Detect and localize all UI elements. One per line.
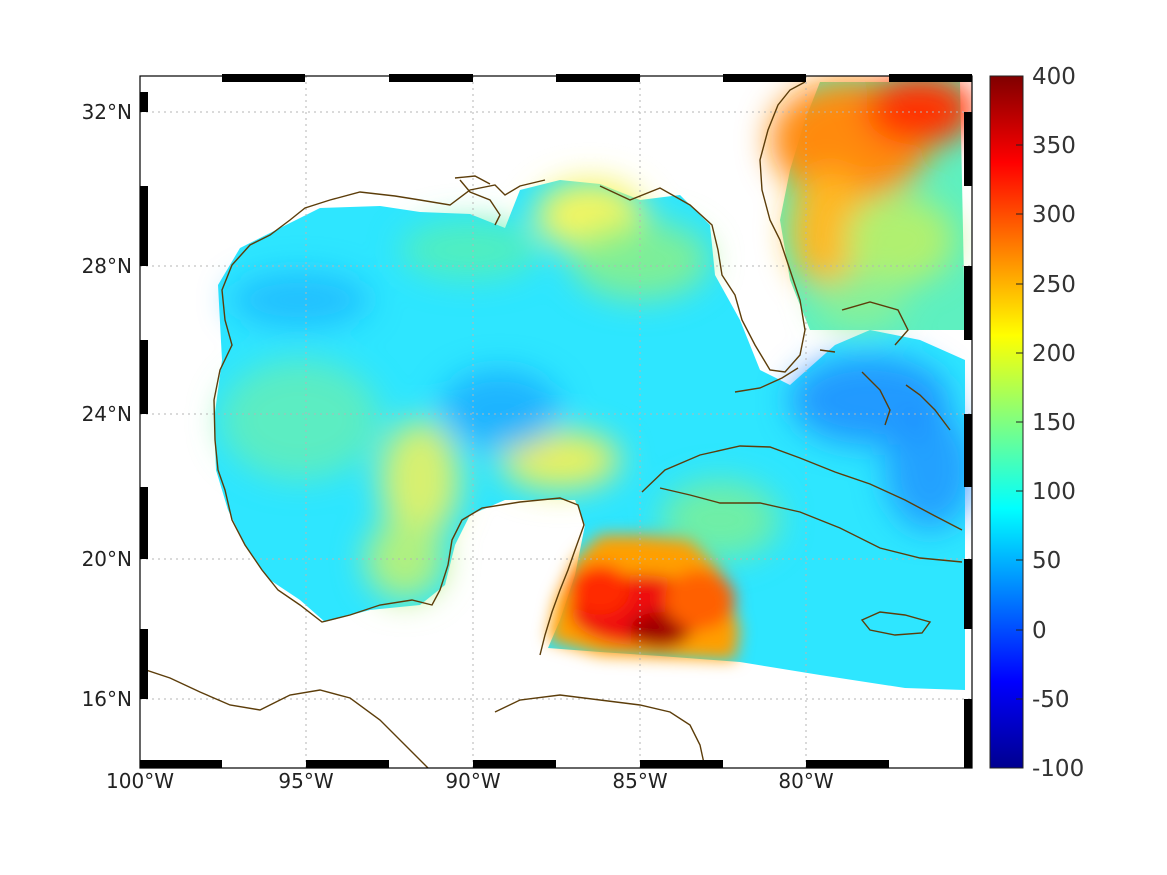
colorbar-tick-label: 100 [1032,479,1076,505]
frame-bottom [140,760,889,768]
colorbar-tick-label: 50 [1032,548,1061,574]
caribbean-hotspot [548,535,740,660]
frame-left [140,92,148,699]
colorbar-tick-label: 300 [1032,202,1076,228]
colorbar-tick-label: -100 [1032,756,1084,782]
colorbar-tick-label: 200 [1032,341,1076,367]
lat-tick-label: 24°N [82,402,132,426]
lat-tick-label: 28°N [82,254,132,278]
frame-right [964,112,972,768]
colorbar-tick-label: 400 [1032,64,1076,90]
frame-top [222,74,972,82]
coastlines [140,81,963,768]
central-america-coast [140,667,429,768]
lat-tick-label: 20°N [82,547,132,571]
field-blobs [220,76,972,600]
colorbar-tick-label: 150 [1032,410,1076,436]
data-field [214,76,972,690]
lon-tick-label: 95°W [278,769,333,793]
lat-tick-label: 16°N [82,687,132,711]
colorbar: 400 350 300 250 200 150 100 50 0 -50 -10… [989,64,1084,782]
colorbar-tick-label: -50 [1032,687,1070,713]
honduras-coast [494,694,706,768]
lon-tick-label: 100°W [106,769,174,793]
lon-tick-label: 90°W [445,769,500,793]
florida-keys [734,367,799,393]
gulf-coast-florida [599,81,806,373]
lat-tick-labels: 32°N 28°N 24°N 20°N 16°N [82,100,132,711]
colorbar-tick-label: 350 [1032,133,1076,159]
colorbar-tick-labels: 400 350 300 250 200 150 100 50 0 -50 -10… [1032,64,1084,782]
map-frame [139,74,973,769]
lon-tick-labels: 100°W 95°W 90°W 85°W 80°W [106,769,834,793]
gulf-coast-us-mexico [213,179,585,656]
colorbar-tick-label: 250 [1032,272,1076,298]
cuba-coast [641,445,963,563]
bahamas-islands [819,301,951,431]
mississippi-delta [454,175,501,226]
colorbar-ticks [1016,144,1023,700]
lon-tick-label: 85°W [612,769,667,793]
grid-lines [140,76,972,768]
lon-tick-label: 80°W [778,769,833,793]
colorbar-tick-label: 0 [1032,618,1047,644]
lat-tick-label: 32°N [82,100,132,124]
jamaica-coast [860,611,932,636]
